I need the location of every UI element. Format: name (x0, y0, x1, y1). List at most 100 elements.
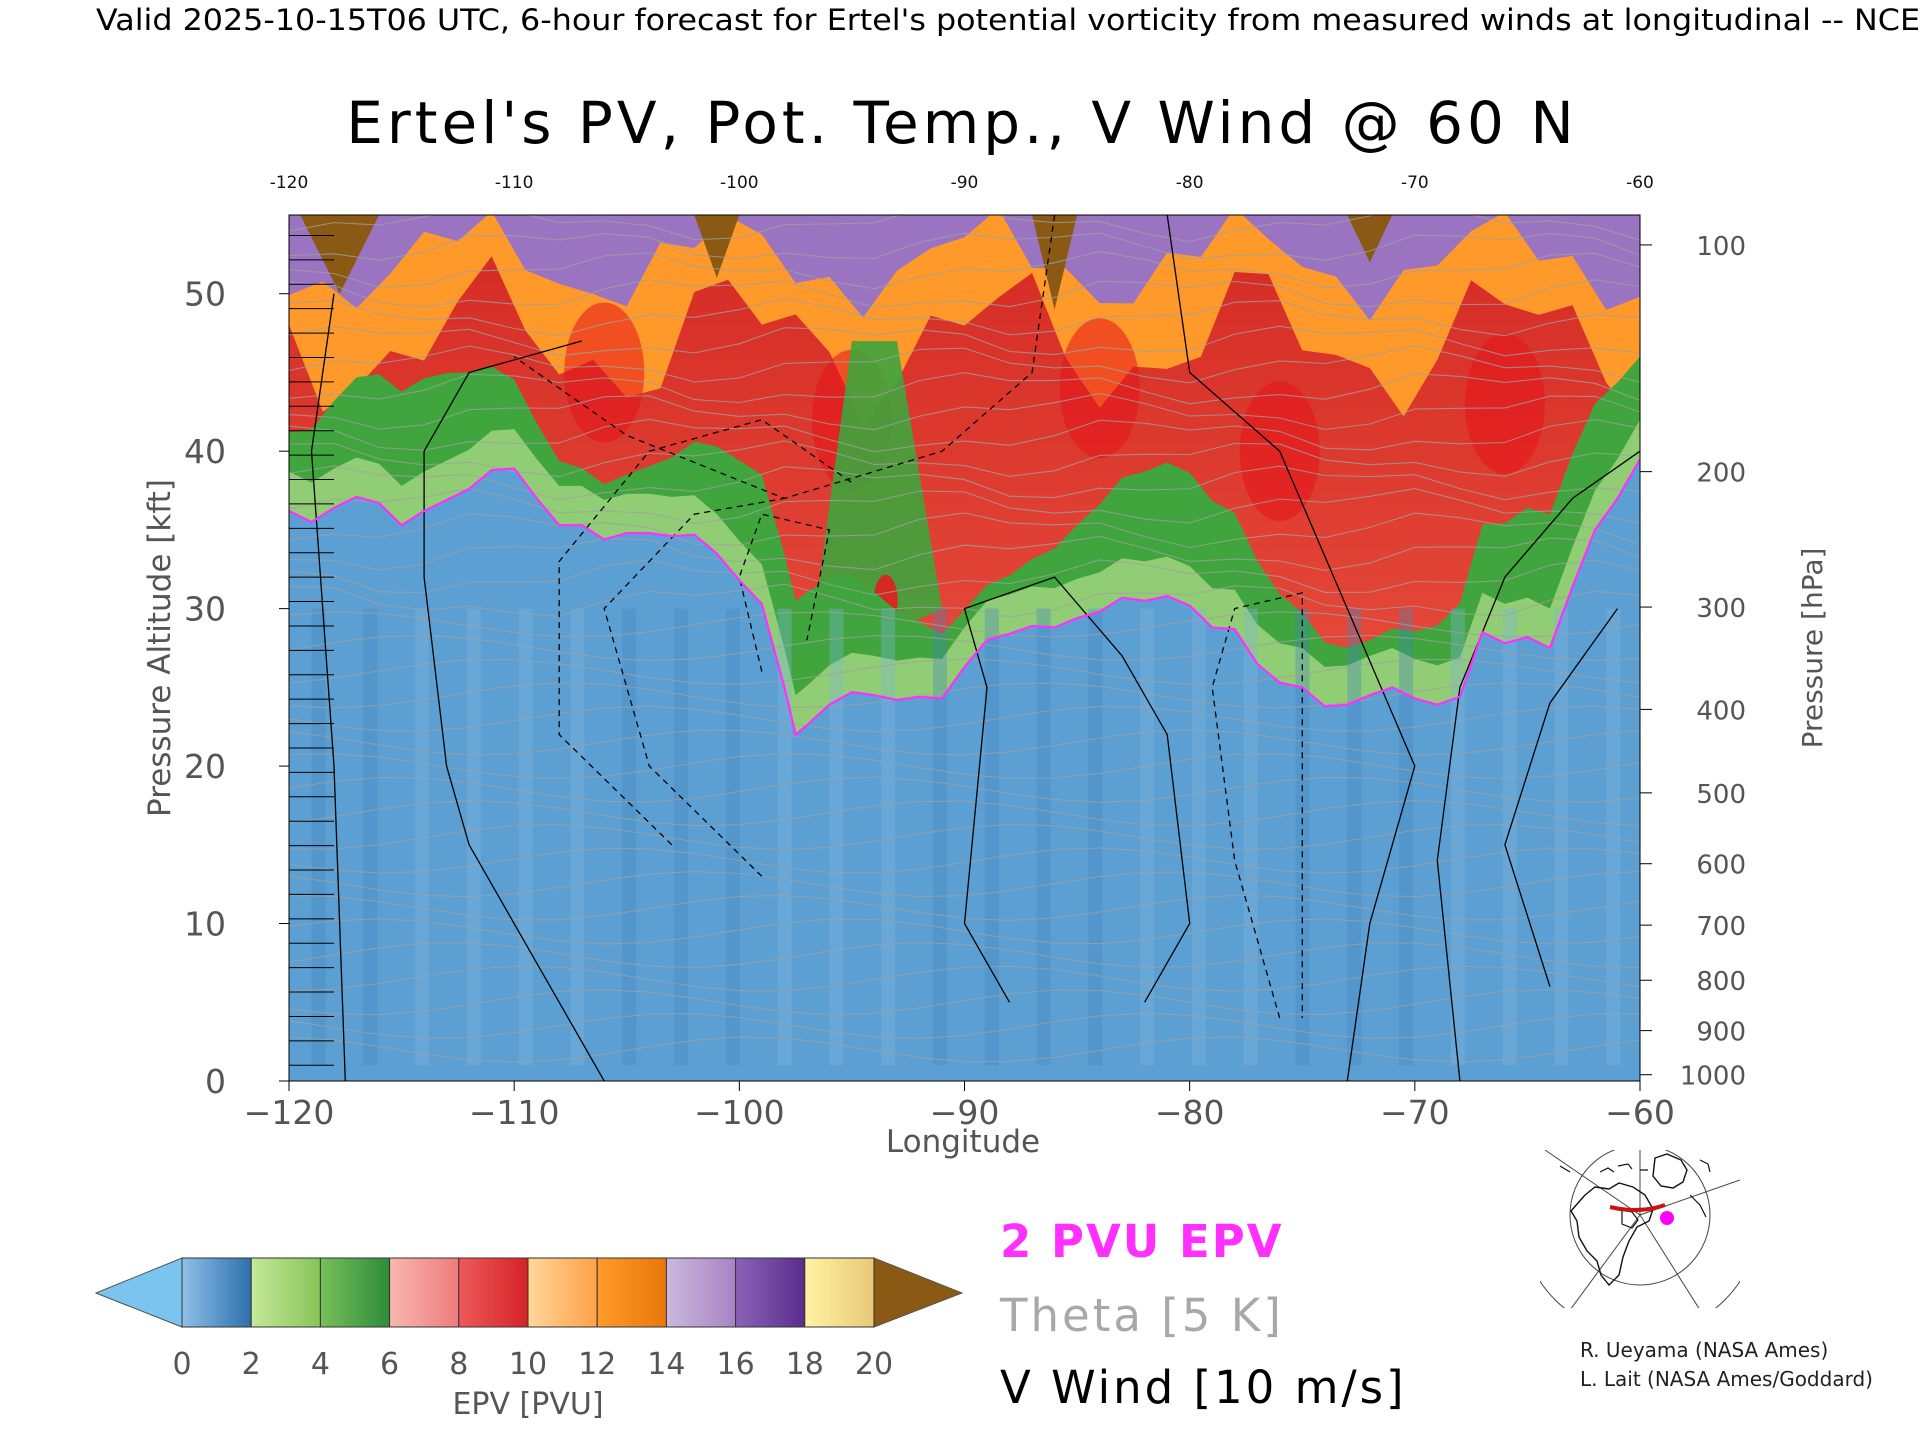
blue-streak (622, 608, 637, 1066)
top-tick-label: -100 (720, 173, 759, 193)
theta-line (289, 250, 1640, 290)
x-tick-label: −60 (1605, 1093, 1675, 1132)
colorbar-segment (389, 1257, 460, 1328)
v-wind-contour (1504, 608, 1619, 987)
y-axis-right: 100 200 300 400 500 600 700 800 900 1000 (1640, 232, 1746, 1092)
chart-title: Ertel's PV, Pot. Temp., V Wind @ 60 N (346, 89, 1577, 157)
theta-line (289, 392, 1640, 431)
blue-streak (1347, 608, 1362, 1066)
theta-line (289, 465, 1640, 501)
colorbar-segments (181, 1257, 875, 1328)
colorbar-under-cap (94, 1257, 183, 1328)
blue-streak (363, 608, 378, 1066)
colorbar-tick-label: 18 (786, 1347, 824, 1382)
x-tick-label: −100 (694, 1093, 785, 1132)
legend-theta: Theta [5 K] (999, 1289, 1284, 1342)
colorbar-tick-label: 20 (855, 1347, 893, 1382)
colorbar-tick-label: 14 (647, 1347, 685, 1382)
theta-line (289, 965, 1640, 992)
theta-line (289, 729, 1640, 756)
y-tick-label: 10 (184, 905, 226, 944)
colorbar-tick-label: 6 (380, 1347, 399, 1382)
colorbar-tick-label: 10 (509, 1347, 547, 1382)
blue-streak (570, 608, 585, 1066)
red-pv-core (1464, 333, 1545, 474)
blue-streak (1450, 608, 1465, 1066)
blue-streak (1036, 608, 1051, 1066)
colorbar-tick-label: 0 (172, 1347, 191, 1382)
theta-line (289, 440, 1640, 478)
blue-streak (932, 608, 947, 1066)
theta-line (289, 325, 1640, 357)
theta-line (289, 345, 1640, 384)
pressure-tick-label: 100 (1696, 232, 1746, 262)
blue-streak (725, 608, 740, 1066)
theta-line (289, 634, 1640, 662)
v-wind-contour (310, 293, 346, 1081)
theta-line (289, 1036, 1640, 1063)
v-wind-contour (1166, 215, 1416, 1081)
upper-pv-bands (289, 215, 1640, 672)
blue-streak (1191, 608, 1206, 1066)
troposphere-fill (289, 459, 1640, 1081)
blue-streak (1243, 608, 1258, 1066)
y-tick-label: 20 (184, 747, 226, 786)
colorbar-segment (596, 1257, 667, 1328)
top-tick-label: -60 (1626, 173, 1654, 193)
map-coastline-hudson (1621, 1209, 1639, 1229)
colorbar-tick-label: 8 (449, 1347, 468, 1382)
top-tick-label: -80 (1176, 173, 1204, 193)
theta-line (289, 559, 1640, 596)
colorbar-label: EPV [PVU] (452, 1387, 603, 1422)
x-tick-label: −90 (930, 1093, 1000, 1132)
blue-streak (777, 608, 792, 1066)
theta-line (289, 753, 1640, 780)
theta-line (289, 941, 1640, 969)
x-tick-label: −70 (1380, 1093, 1450, 1132)
x-axis-label: Longitude (886, 1124, 1040, 1160)
theta-line (289, 658, 1640, 685)
theta-line (289, 372, 1640, 405)
pressure-tick-label: 500 (1696, 780, 1746, 810)
theta-line (289, 776, 1640, 803)
purple-pv-band (289, 215, 1640, 321)
colorbar-tick-label: 2 (242, 1347, 261, 1382)
top-tick-label: -70 (1401, 173, 1429, 193)
y-tick-label: 30 (184, 590, 226, 629)
theta-line (289, 871, 1640, 898)
theta-line (289, 989, 1640, 1016)
pressure-tick-label: 400 (1696, 696, 1746, 726)
map-track-60n (1609, 1203, 1666, 1212)
colorbar-segment (735, 1257, 806, 1328)
colorbar-segment (665, 1257, 737, 1328)
blue-streak (1606, 608, 1621, 1066)
theta-line (289, 1012, 1640, 1039)
y-axis-left-label: Pressure Altitude [kft] (142, 479, 178, 817)
blue-streak (415, 608, 430, 1066)
colorbar-over-triangle (873, 1257, 964, 1328)
colorbar-ticks: 0 2 4 6 8 10 12 14 16 18 20 (172, 1347, 893, 1382)
theta-line (289, 611, 1640, 638)
pressure-tick-label: 200 (1696, 459, 1746, 489)
blue-streak (674, 608, 689, 1066)
y-axis-right-label: Pressure [hPa] (1796, 548, 1829, 749)
map-meridian-1 (1544, 1150, 1641, 1216)
theta-line (289, 800, 1640, 827)
credit-line-1: R. Ueyama (NASA Ames) (1580, 1338, 1828, 1362)
theta-line (289, 847, 1640, 874)
plot-area (289, 215, 1640, 1081)
top-axis: -120 -110 -100 -90 -80 -70 -60 (270, 173, 1654, 193)
blue-streak (1502, 608, 1517, 1066)
valid-line: Valid 2025-10-15T06 UTC, 6-hour forecast… (96, 3, 1920, 37)
colorbar-segment (319, 1257, 391, 1328)
colorbar-tick-label: 16 (717, 1347, 755, 1382)
blue-streak (881, 608, 896, 1066)
legend-epv: 2 PVU EPV (1000, 1215, 1284, 1268)
red-pv-core (1059, 318, 1140, 459)
blue-streak (829, 608, 844, 1066)
theta-line (289, 298, 1640, 337)
x-tick-label: −80 (1155, 1093, 1225, 1132)
v-wind-contour (603, 497, 785, 877)
theta-line (289, 279, 1640, 309)
map-coastline-america (1570, 1182, 1654, 1287)
